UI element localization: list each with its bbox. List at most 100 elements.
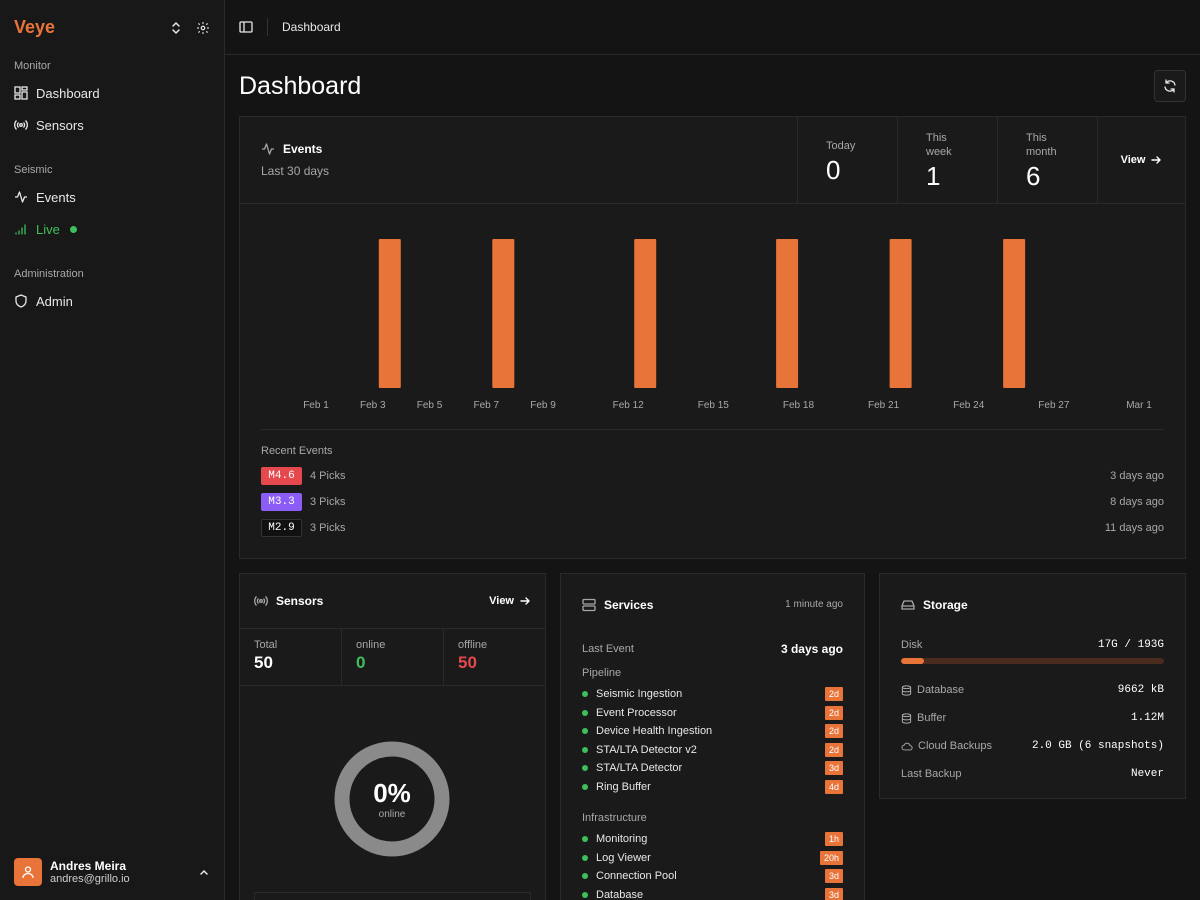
view-label: View [489, 595, 514, 607]
gear-icon[interactable] [196, 21, 210, 35]
service-name: Connection Pool [596, 870, 677, 883]
stat-value: 50 [254, 653, 273, 672]
recent-event-row[interactable]: M3.3 3 Picks 8 days ago [261, 489, 1164, 515]
storage-value: 9662 kB [1117, 684, 1164, 696]
sensor-list-panel [254, 892, 531, 900]
picks-count: 4 Picks [310, 470, 346, 482]
status-dot [582, 709, 588, 716]
event-time: 3 days ago [1110, 470, 1164, 482]
last-event-row: Last Event 3 days ago [582, 635, 843, 663]
last-event-label: Last Event [582, 643, 634, 655]
sensors-header: Sensors View [240, 574, 545, 629]
storage-value: 2.0 GB (6 snapshots) [1031, 740, 1164, 752]
service-row: STA/LTA Detector v2 2d [582, 741, 843, 760]
disk-value: 17G / 193G [1097, 639, 1164, 651]
status-dot [582, 728, 588, 735]
service-name: Ring Buffer [596, 780, 651, 793]
sensor-stats: Total 50 online 0 offline 50 [240, 629, 545, 686]
magnitude-badge: M3.3 [261, 493, 302, 511]
section-label: Monitor [14, 60, 51, 72]
events-chart: Feb 1 Feb 3 Feb 5 Feb 7 Feb 9 Feb 12 Feb 15 Feb… [240, 204, 1185, 428]
disk-row: Disk 17G / 193G [901, 635, 1164, 655]
activity-icon [262, 143, 274, 155]
sidebar-item-dashboard[interactable]: Dashboard [0, 77, 224, 109]
online-label: online [378, 809, 406, 820]
service-row: Log Viewer 20h [582, 849, 843, 868]
online-donut: 0% online [332, 739, 452, 859]
storage-row: Last Backup Never [901, 760, 1164, 788]
view-label: View [1120, 154, 1146, 166]
storage-label: Last Backup [901, 768, 962, 780]
services-title: Services [604, 597, 654, 612]
age-badge: 1h [824, 832, 843, 847]
events-view-button[interactable]: View [1097, 117, 1185, 203]
disk-label: Disk [901, 639, 923, 651]
online-percent: 0% [373, 778, 411, 808]
sidebar-toggle-icon[interactable] [239, 20, 253, 34]
stat-today: Today 0 [797, 117, 897, 203]
sidebar-item-sensors[interactable]: Sensors [0, 109, 224, 141]
chevrons-up-down-icon[interactable] [170, 21, 182, 35]
sidebar-item-live[interactable]: Live [0, 213, 224, 245]
server-icon [582, 598, 596, 611]
sidebar-item-label: Events [36, 189, 76, 205]
brand-logo[interactable]: Veye [14, 17, 56, 37]
refresh-icon [1164, 79, 1176, 93]
stat-label: offline [458, 639, 488, 651]
storage-title: Storage [923, 597, 968, 612]
sensors-view-button[interactable]: View [489, 595, 531, 607]
user-icon [22, 866, 34, 879]
service-row: Monitoring 1h [582, 830, 843, 849]
arrow-right-icon [1151, 156, 1162, 164]
sidebar-item-label: Dashboard [36, 85, 100, 101]
service-row: STA/LTA Detector 3d [582, 759, 843, 778]
status-dot [582, 783, 588, 790]
events-subtitle: Last 30 days [261, 164, 330, 178]
divider [267, 18, 268, 36]
main-content: Dashboard Dashboard Events Last 30 days … [225, 0, 1200, 900]
chart-bar[interactable] [378, 239, 401, 388]
service-name: Log Viewer [596, 851, 651, 864]
sidebar-item-label: Admin [36, 293, 73, 309]
chart-bar[interactable] [1003, 239, 1026, 388]
x-tick-label: Feb 27 [1038, 400, 1070, 411]
sensors-card: Sensors View Total 50 online 0 offline 5… [239, 573, 546, 900]
storage-label: Database [917, 684, 965, 696]
sidebar-item-admin[interactable]: Admin [0, 285, 224, 317]
x-tick-label: Feb 24 [953, 400, 985, 411]
service-name: Device Health Ingestion [596, 725, 713, 738]
storage-card: Storage Disk 17G / 193G Database 9662 kB… [879, 573, 1186, 799]
user-name: Andres Meira [50, 859, 127, 873]
grid-icon [14, 86, 28, 100]
age-badge: 3d [824, 761, 843, 776]
chart-bar[interactable] [776, 239, 799, 388]
storage-value: 1.12M [1130, 712, 1164, 724]
status-dot [582, 746, 588, 753]
x-tick-label: Mar 1 [1126, 400, 1152, 411]
disk-usage-bar [901, 658, 1164, 664]
recent-event-row[interactable]: M2.9 3 Picks 11 days ago [261, 515, 1164, 541]
disk-usage-fill [901, 658, 925, 664]
stat-value: 0 [356, 653, 366, 672]
magnitude-badge: M4.6 [261, 467, 302, 485]
storage-row: Buffer 1.12M [901, 704, 1164, 732]
stat-value: 1 [926, 161, 941, 191]
refresh-button[interactable] [1154, 70, 1186, 102]
chart-bar[interactable] [889, 239, 912, 388]
chart-bar[interactable] [492, 239, 515, 388]
sidebar-item-events[interactable]: Events [0, 181, 224, 213]
service-row: Seismic Ingestion 2d [582, 685, 843, 704]
picks-count: 3 Picks [310, 496, 346, 508]
stat-value: 0 [826, 155, 841, 185]
service-row: Connection Pool 3d [582, 867, 843, 886]
chevron-up-icon[interactable] [198, 866, 210, 878]
sensors-title: Sensors [276, 594, 324, 608]
service-name: STA/LTA Detector v2 [596, 743, 697, 756]
user-menu[interactable]: Andres Meira andres@grillo.io [14, 858, 210, 886]
page-title: Dashboard [239, 71, 362, 100]
service-row: Event Processor 2d [582, 704, 843, 723]
service-row: Device Health Ingestion 2d [582, 722, 843, 741]
recent-events: Recent Events M4.6 4 Picks 3 days ago M3… [261, 429, 1164, 541]
recent-event-row[interactable]: M4.6 4 Picks 3 days ago [261, 463, 1164, 489]
chart-bar[interactable] [634, 239, 657, 388]
